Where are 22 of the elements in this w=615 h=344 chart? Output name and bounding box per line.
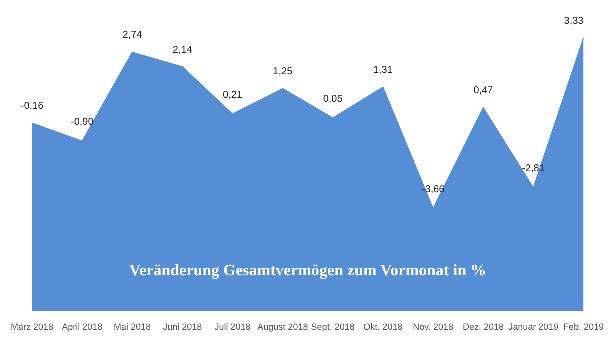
data-label: 3,33 [564, 16, 584, 27]
data-label: 2,74 [122, 30, 143, 42]
x-tick-label: Okt. 2018 [364, 322, 403, 332]
text: Veränderung Gesamtvermögen zum Vormonat in % [129, 262, 487, 280]
x-tick-label: Juni 2018 [163, 322, 202, 332]
x-tick-label: Dez. 2018 [462, 322, 504, 332]
data-label: 0,21 [223, 90, 243, 101]
data-label: 0,05 [323, 94, 344, 105]
x-tick-label: April 2018 [62, 322, 103, 332]
data-label: 1,25 [273, 66, 294, 78]
data-label: 1,31 [373, 65, 394, 76]
x-tick-label: März 2018 [10, 322, 54, 332]
x-tick-label: Juli 2018 [214, 322, 251, 332]
data-label: -0,16 [20, 101, 44, 112]
data-label: 2,14 [172, 44, 193, 56]
x-tick-label: Nov. 2018 [413, 322, 454, 332]
x-tick-label: Mai 2018 [114, 322, 152, 332]
x-tick-label: Januar 2019 [508, 322, 559, 332]
data-label: 0,47 [474, 86, 494, 97]
x-tick-label: Sept. 2018 [311, 322, 355, 332]
x-tick-label: August 2018 [258, 322, 308, 332]
x-tick-label: Feb. 2019 [563, 322, 604, 332]
